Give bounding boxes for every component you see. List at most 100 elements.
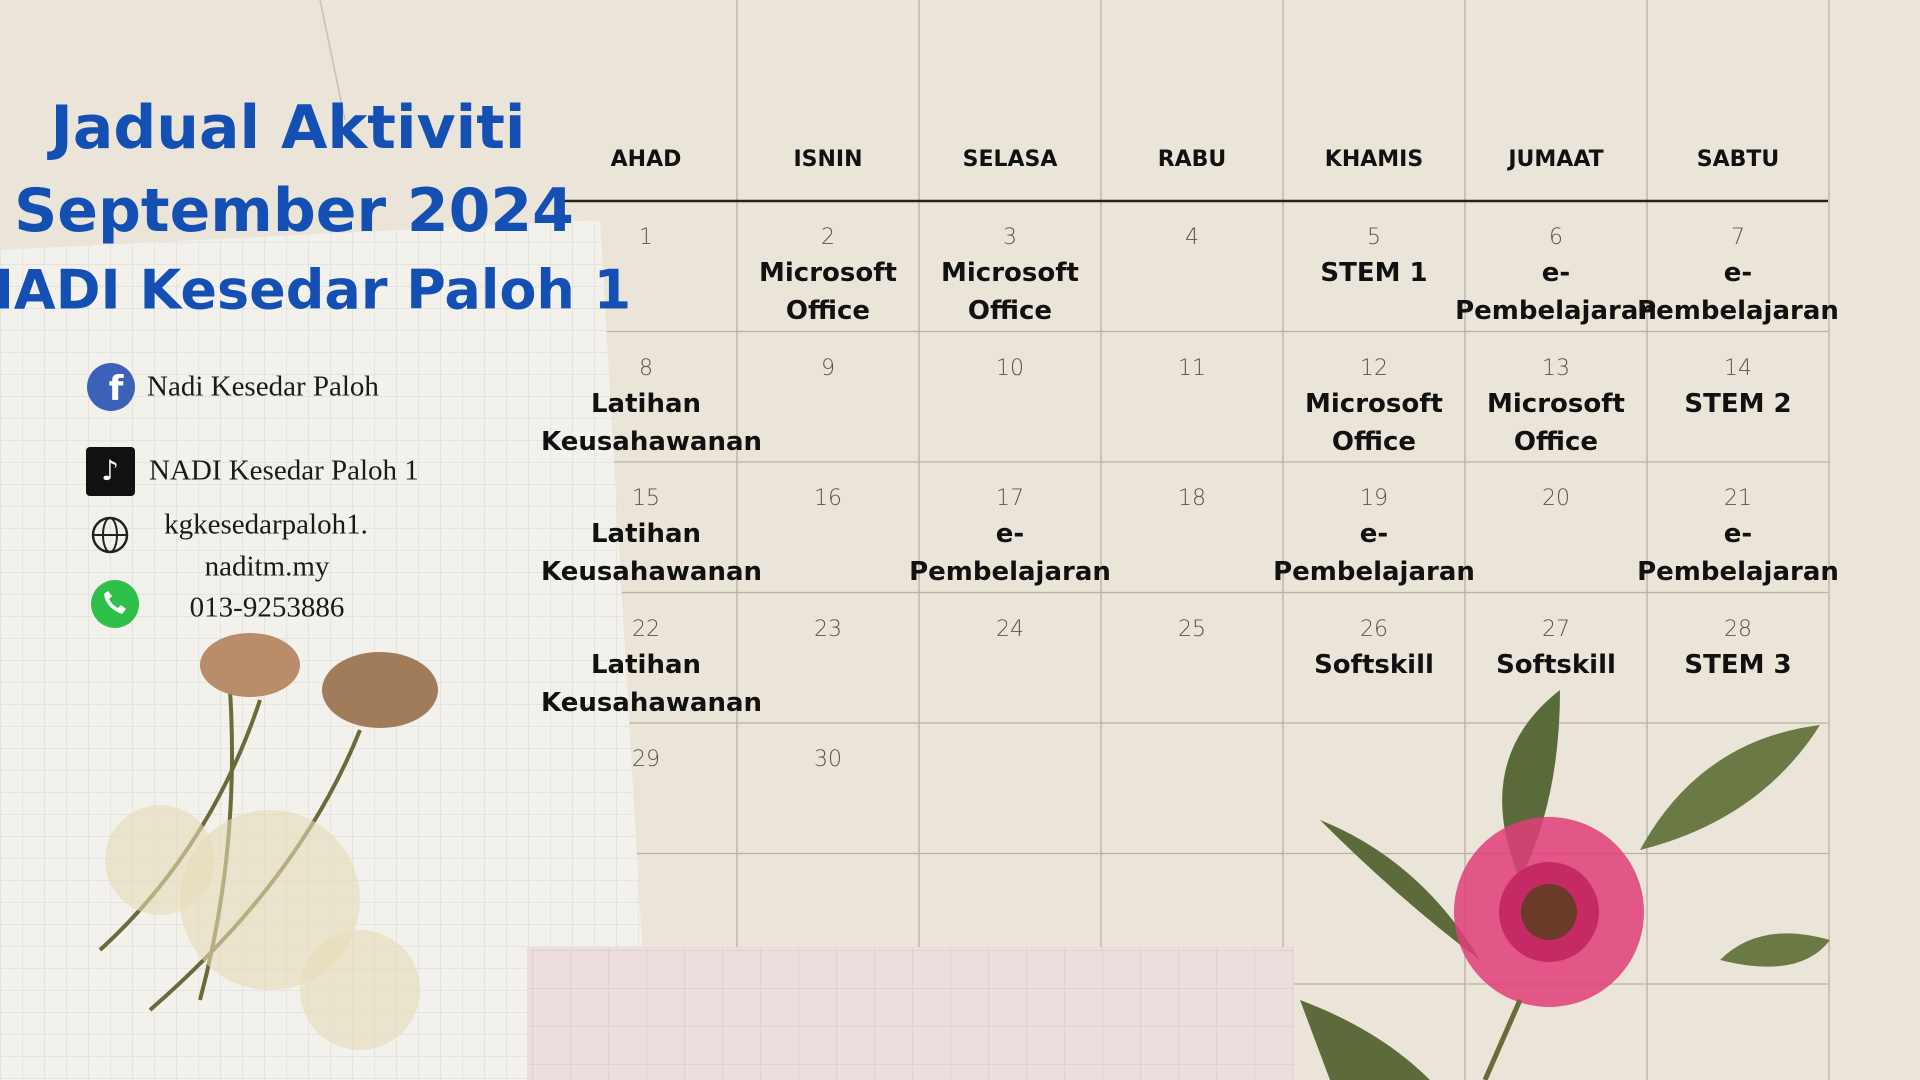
day-number: 20	[1542, 486, 1570, 511]
title-line: NADI Kesedar Paloh 1	[0, 258, 632, 322]
day-number: 8	[639, 355, 653, 381]
day-cell: 24	[919, 593, 1101, 723]
day-number: 25	[1178, 616, 1206, 642]
day-number: 26	[1360, 616, 1388, 642]
day-cell: 8 Latihan Keusahawanan	[541, 332, 762, 462]
website-line: kgkesedarpaloh1.	[164, 508, 368, 541]
activity: Microsoft Office	[941, 258, 1079, 326]
activity: e-Pembelajaran	[1637, 519, 1839, 587]
day-number: 17	[996, 486, 1024, 511]
day-number: 30	[814, 747, 842, 772]
day-cell: 9	[737, 332, 919, 462]
day-number: 18	[1178, 486, 1206, 511]
day-number: 27	[1542, 616, 1570, 642]
tiktok-name: NADI Kesedar Paloh 1	[149, 454, 419, 487]
activity: Microsoft Office	[759, 258, 897, 326]
pink-flower	[1300, 690, 1830, 1080]
day-cell: 28 STEM 3	[1647, 593, 1829, 723]
day-cell: 7 e-Pembelajaran	[1637, 201, 1839, 331]
day-cell: 22 Latihan Keusahawanan	[541, 593, 762, 723]
website-line: naditm.my	[204, 550, 330, 583]
day-cell: 27 Softskill	[1465, 593, 1647, 723]
day-cell: 10	[919, 332, 1101, 462]
day-cell: 14 STEM 2	[1647, 332, 1829, 462]
day-header: SABTU	[1696, 147, 1780, 172]
day-header: RABU	[1157, 147, 1227, 172]
svg-text:♪: ♪	[101, 454, 119, 487]
day-cell: 19 e-Pembelajaran	[1273, 462, 1475, 592]
day-number: 13	[1542, 355, 1570, 381]
day-number: 22	[632, 616, 660, 642]
day-cell: 15 Latihan Keusahawanan	[541, 462, 762, 592]
day-number: 23	[814, 616, 842, 642]
day-cell: 17 e-Pembelajaran	[909, 462, 1111, 592]
activity: e-Pembelajaran	[1455, 258, 1657, 326]
day-header: SELASA	[962, 147, 1058, 172]
whatsapp-number: 013-9253886	[189, 591, 345, 624]
day-number: 28	[1724, 616, 1752, 642]
decor-line	[319, 0, 346, 121]
day-cell: 12 Microsoft Office	[1283, 332, 1465, 462]
day-cell: 25	[1101, 593, 1283, 723]
day-cell: 6 e-Pembelajaran	[1455, 201, 1657, 331]
day-number: 6	[1549, 225, 1563, 250]
day-cell: 18	[1101, 462, 1283, 592]
day-cell: 23	[737, 593, 919, 723]
day-header: ISNIN	[793, 147, 863, 172]
day-number: 5	[1367, 225, 1381, 250]
day-cell: 29	[555, 723, 737, 853]
ticket-grid	[527, 947, 1294, 1080]
day-cell: 26 Softskill	[1283, 593, 1465, 723]
title-line: September 2024	[14, 176, 574, 246]
day-cell: 3 Microsoft Office	[919, 201, 1101, 331]
day-header: JUMAAT	[1508, 147, 1604, 172]
day-cell: 11	[1101, 332, 1283, 462]
contact-icons: f ♪	[86, 363, 139, 628]
activity: Latihan Keusahawanan	[541, 649, 763, 718]
day-number: 16	[814, 486, 842, 511]
day-number: 21	[1724, 486, 1752, 511]
activity: e-Pembelajaran	[1273, 519, 1475, 587]
title-line: Jadual Aktiviti	[50, 93, 526, 163]
day-number: 14	[1724, 355, 1752, 381]
svg-text:f: f	[109, 369, 125, 409]
day-header: KHAMIS	[1324, 147, 1424, 172]
facebook-name: Nadi Kesedar Paloh	[147, 370, 379, 403]
day-cell: 13 Microsoft Office	[1465, 332, 1647, 462]
day-cell: 20	[1465, 462, 1647, 592]
activity: e-Pembelajaran	[909, 519, 1111, 587]
day-number: 7	[1731, 225, 1745, 250]
day-number: 10	[996, 355, 1024, 381]
activity: STEM 3	[1684, 649, 1792, 680]
day-number: 3	[1003, 225, 1017, 250]
day-number: 24	[996, 616, 1024, 642]
activity: Latihan Keusahawanan	[541, 519, 763, 587]
activity: STEM 1	[1320, 258, 1428, 288]
day-cell: 30	[737, 723, 919, 853]
activity: Softskill	[1496, 649, 1616, 680]
activity: Softskill	[1314, 649, 1434, 680]
day-number: 2	[821, 225, 835, 250]
day-number: 4	[1185, 225, 1199, 250]
dried-flowers	[98, 633, 438, 1050]
day-number: 9	[821, 355, 835, 381]
day-number: 12	[1360, 355, 1388, 381]
activity: Latihan Keusahawanan	[541, 388, 763, 457]
day-cell: 1	[555, 201, 737, 331]
day-number: 11	[1178, 355, 1206, 381]
day-cell: 21 e-Pembelajaran	[1637, 462, 1839, 592]
activity: Microsoft Office	[1305, 388, 1443, 457]
day-number: 1	[639, 225, 653, 250]
day-cell: 16	[737, 462, 919, 592]
day-cell: 5 STEM 1	[1283, 201, 1465, 331]
day-number: 29	[632, 747, 660, 772]
day-cell: 4	[1101, 201, 1283, 331]
activity: e-Pembelajaran	[1637, 258, 1839, 326]
activity: STEM 2	[1684, 388, 1792, 419]
day-header: AHAD	[610, 147, 682, 172]
activity: Microsoft Office	[1487, 388, 1625, 457]
day-cell: 2 Microsoft Office	[737, 201, 919, 331]
day-number: 15	[632, 486, 660, 511]
